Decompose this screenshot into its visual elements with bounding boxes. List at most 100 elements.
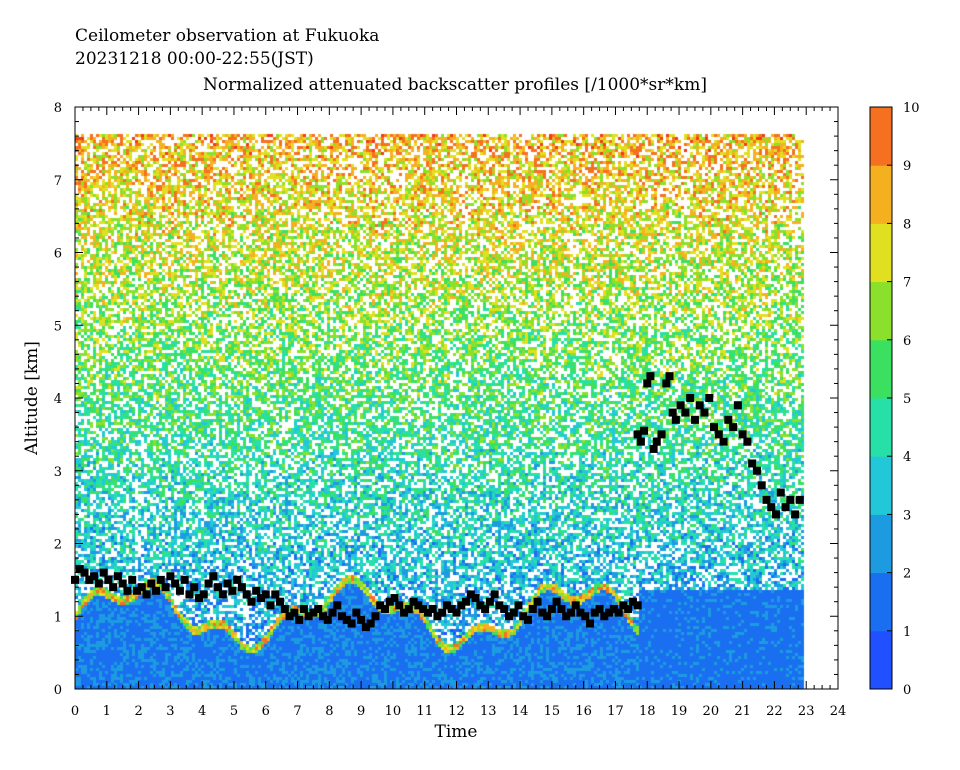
x-tick-label: 4 [198,704,206,719]
cloud-base-point [662,379,671,388]
cloud-base-point [190,583,199,592]
y-tick-label: 3 [54,465,62,480]
cloud-base-point [772,510,781,519]
cloud-base-point [504,612,513,621]
cloud-base-point [285,612,294,621]
colorbar-tick-label: 5 [903,392,911,407]
cloud-base-point [109,583,118,592]
cloud-base-point [233,575,242,584]
cloud-base-point [495,601,504,610]
cloud-base-point [571,601,580,610]
cloud-base-point [395,601,404,610]
cloud-base-point [400,608,409,617]
backscatter-heatmap [75,107,838,689]
cloud-base-point [757,481,766,490]
cloud-base-point [252,586,261,595]
x-tick-label: 11 [416,704,433,719]
cloud-base-point [528,604,537,613]
cloud-base-point [90,572,99,581]
cloud-base-point [223,579,232,588]
cloud-base-point [733,401,742,410]
y-tick-label: 1 [54,610,62,625]
x-tick-label: 21 [734,704,751,719]
cloud-base-point [462,597,471,606]
x-tick-label: 9 [357,704,365,719]
cloud-base-point [214,583,223,592]
cloud-base-point [566,608,575,617]
cloud-base-point [175,586,184,595]
cloud-base-point [276,597,285,606]
x-tick-label: 5 [230,704,238,719]
cloud-base-point [318,612,327,621]
y-axis: 0 1 2 3 4 5 6 7 8 [54,101,838,698]
colorbar-tick-label: 8 [903,217,911,232]
cloud-base-point [576,608,585,617]
cloud-base-point [161,583,170,592]
cloud-base-point [791,510,800,519]
colorbar: 0 1 2 3 4 5 6 7 8 9 10 [869,101,920,698]
cloud-base-point [668,408,677,417]
cloud-base-point [94,579,103,588]
cloud-base-point [466,590,475,599]
cloud-base-point [590,608,599,617]
cloud-base-point [533,597,542,606]
cloud-base-point [752,466,761,475]
x-tick-label: 6 [262,704,270,719]
cloud-base-point [137,583,146,592]
cloud-base-point [204,579,213,588]
cloud-base-point [543,612,552,621]
cloud-base-point [352,608,361,617]
cloud-base-point [649,444,658,453]
y-tick-label: 0 [54,683,62,698]
cloud-base-point [729,423,738,432]
cloud-base-point [442,601,451,610]
cloud-base-point [557,604,566,613]
cloud-base-point [633,430,642,439]
cloud-base-point [665,372,674,381]
cloud-base-point [438,608,447,617]
cloud-base-point [152,586,161,595]
cloud-base-point [509,608,518,617]
cloud-base-point [314,604,323,613]
cloud-base-point [633,601,642,610]
cloud-base-point [194,594,203,603]
cloud-base-point [762,495,771,504]
x-tick-label: 15 [544,704,561,719]
colorbar-tick-label: 10 [903,101,920,116]
y-tick-label: 8 [54,101,62,116]
cloud-base-point [75,564,84,573]
cloud-base-point [719,437,728,446]
cloud-base-point [261,590,270,599]
cloud-base-point [433,612,442,621]
cloud-base-point [271,590,280,599]
cloud-base-point [128,575,137,584]
cloud-base-point [676,401,685,410]
cloud-base-point [309,608,318,617]
x-tick-label: 1 [103,704,111,719]
cloud-base-point [524,615,533,624]
cloud-base-point [132,586,141,595]
cloud-base-point [748,459,757,468]
x-tick-label: 13 [480,704,497,719]
colorbar-tick-label: 7 [903,276,911,291]
cloud-base-point [447,604,456,613]
cloud-base-point [290,608,299,617]
x-tick-label: 10 [385,704,402,719]
cloud-base-point [414,601,423,610]
colorbar-segment [870,107,892,166]
cloud-base-point [490,590,499,599]
cloud-base-point [686,394,695,402]
x-tick-label: 2 [134,704,142,719]
x-tick-label: 23 [798,704,815,719]
colorbar-segment [870,572,892,632]
cloud-base-point [609,604,618,613]
cloud-base-point [423,608,432,617]
cloud-base-point [295,615,304,624]
x-axis-label: Time [435,722,478,742]
cloud-base-point [640,426,649,435]
colorbar-segment [870,456,892,515]
cloud-base-point [419,604,428,613]
cloud-base-points [71,372,804,632]
cloud-base-point [781,503,790,512]
cloud-base-point [681,408,690,417]
